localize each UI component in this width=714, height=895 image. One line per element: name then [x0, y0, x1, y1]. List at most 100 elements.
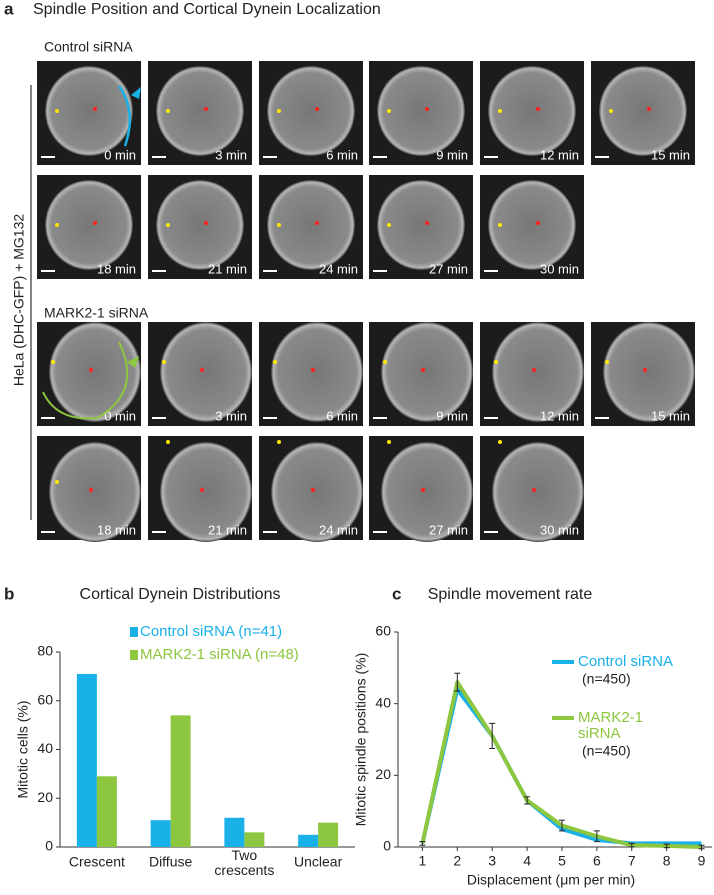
error-bar [698, 844, 705, 850]
group-label: Control siRNA [44, 39, 133, 55]
time-label: 12 min [540, 147, 579, 162]
time-label: 24 min [319, 261, 358, 276]
pole-marker-yellow [609, 109, 613, 113]
dynein-crescent [42, 341, 129, 420]
error-bar [419, 841, 426, 846]
legend-sample-size: (n=450) [582, 671, 631, 687]
bar [318, 822, 339, 847]
group-label: MARK2-1 siRNA [44, 305, 149, 321]
time-label: 18 min [97, 261, 136, 276]
pole-marker-yellow [166, 223, 170, 227]
cell [603, 322, 695, 422]
time-label: 30 min [540, 261, 579, 276]
panel-label: a [4, 0, 14, 18]
cell [492, 322, 584, 422]
time-label: 30 min [540, 522, 579, 537]
time-label: 27 min [429, 522, 468, 537]
bar [224, 817, 245, 847]
bar [96, 776, 117, 847]
pole-marker-yellow [55, 223, 59, 227]
cell [377, 66, 465, 156]
time-label: 18 min [97, 522, 136, 537]
y-axis-label: Mitotic spindle positions (%) [353, 653, 369, 827]
panel-label: b [4, 584, 14, 603]
legend-swatch [130, 650, 138, 660]
error-bar [593, 830, 600, 843]
time-label: 9 min [436, 147, 468, 162]
pole-marker-red [89, 488, 93, 492]
time-label: 27 min [429, 261, 468, 276]
pole-marker-yellow [605, 360, 609, 364]
pole-marker-yellow [55, 480, 59, 484]
pole-marker-yellow [494, 360, 498, 364]
panel-label: c [392, 584, 401, 603]
pole-marker-red [311, 368, 315, 372]
cell [599, 66, 687, 156]
time-label: 15 min [651, 147, 690, 162]
pole-marker-yellow [498, 440, 502, 444]
row-axis-label: HeLa (DHC-GFP) + MG132 [11, 214, 27, 387]
y-tick-label: 60 [37, 691, 53, 707]
pole-marker-red [647, 107, 651, 111]
pole-marker-red [93, 107, 97, 111]
legend-swatch [130, 627, 138, 637]
pole-marker-yellow [277, 223, 281, 227]
y-tick-label: 40 [375, 694, 391, 710]
pole-marker-red [532, 488, 536, 492]
x-tick-label: Crescent [69, 854, 125, 870]
cell [492, 442, 584, 542]
x-tick-label: 3 [488, 853, 496, 869]
pole-marker-red [425, 221, 429, 225]
y-tick-label: 60 [375, 623, 391, 639]
pole-marker-red [315, 221, 319, 225]
x-tick-label: Unclear [294, 854, 343, 870]
x-tick-label: 8 [663, 853, 671, 869]
time-label: 3 min [215, 408, 247, 423]
time-label: 6 min [326, 147, 358, 162]
pole-marker-red [204, 107, 208, 111]
cell [160, 322, 252, 422]
y-tick-label: 0 [383, 838, 391, 854]
dynein-crescent [117, 85, 131, 147]
pole-marker-yellow [383, 360, 387, 364]
pole-marker-yellow [166, 109, 170, 113]
pole-marker-yellow [498, 223, 502, 227]
x-tick-label: Diffuse [149, 854, 193, 870]
pole-marker-yellow [273, 360, 277, 364]
cell [488, 66, 576, 156]
error-bar [454, 672, 461, 692]
pole-marker-red [643, 368, 647, 372]
arrowhead [131, 87, 141, 99]
y-tick-label: 20 [375, 766, 391, 782]
pole-marker-yellow [162, 360, 166, 364]
pole-marker-red [200, 488, 204, 492]
error-bar [663, 843, 670, 849]
pole-marker-red [311, 488, 315, 492]
cell [156, 180, 244, 270]
legend-sample-size: (n=450) [582, 743, 631, 759]
bar [150, 820, 171, 847]
pole-marker-yellow [387, 223, 391, 227]
bar [76, 673, 97, 847]
pole-marker-yellow [51, 360, 55, 364]
y-tick-label: 80 [37, 643, 53, 659]
cell [271, 442, 363, 542]
pole-marker-red [536, 107, 540, 111]
x-axis-label: Displacement (μm per min) [467, 872, 635, 888]
time-label: 9 min [436, 408, 468, 423]
legend-label: Control siRNA (n=41) [140, 623, 282, 640]
x-tick-label: 9 [698, 853, 706, 869]
pole-marker-yellow [498, 109, 502, 113]
legend-label: Control siRNA [578, 653, 673, 670]
cell [488, 180, 576, 270]
time-label: 0 min [104, 147, 136, 162]
pole-marker-red [421, 368, 425, 372]
time-label: 21 min [208, 522, 247, 537]
pole-marker-yellow [387, 440, 391, 444]
bar [170, 715, 191, 847]
time-label: 15 min [651, 408, 690, 423]
x-tick-label: 5 [558, 853, 566, 869]
x-tick-label: 2 [453, 853, 461, 869]
time-label: 21 min [208, 261, 247, 276]
